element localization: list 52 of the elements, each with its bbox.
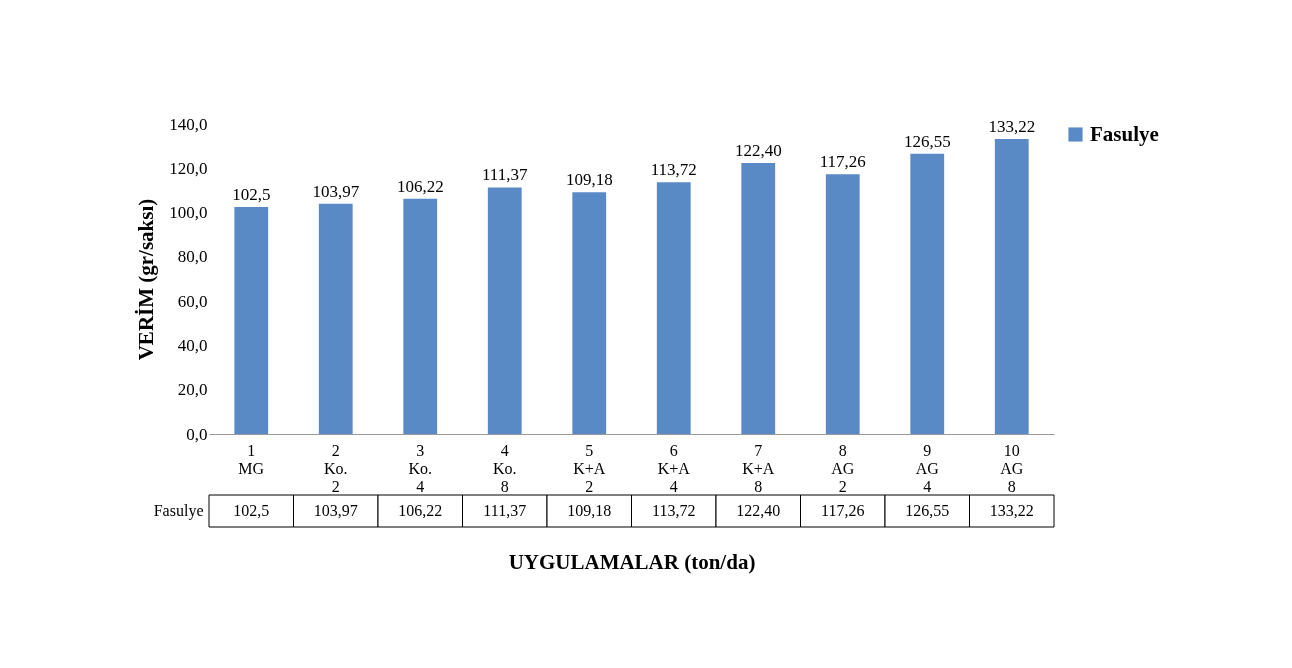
y-tick-label: 60,0 [177,291,208,311]
y-tick-label: 80,0 [177,247,208,267]
data-label: 133,22 [989,502,1034,519]
x-tick-label: 6 K+A 4 [657,441,691,495]
x-tick-label: 9 AG 4 [915,441,940,495]
y-tick-label: 140,0 [169,114,208,134]
data-label: 113,72 [652,502,696,519]
data-label: 103,97 [313,502,358,519]
y-tick-label: 120,0 [169,158,208,178]
bar [994,139,1029,434]
text: 113,72 [650,160,697,180]
x-tick-label: 7 K+A 8 [742,441,775,495]
x-tick-label: 5 K+A 2 [573,441,606,495]
bar [403,198,438,434]
bar [910,153,945,434]
text: 117,26 [819,152,866,172]
text: 111,37 [482,165,528,185]
x-tick-label: 10 AG 8 [1000,441,1024,495]
data-label: 102,5 [233,502,270,519]
legend-label: Fasulye [1090,121,1159,146]
data-label: 106,22 [398,502,443,519]
y-axis-title: VERİM (gr/saksı) [134,198,159,361]
bar [318,203,353,434]
bar [825,174,860,434]
x-tick-label: 4 Ko. 8 [492,441,517,495]
x-tick-label: 8 AG 2 [831,441,855,495]
data-label: 111,37 [483,502,527,519]
y-tick-label: 0,0 [186,424,208,444]
bar [572,192,607,434]
text: 122,40 [734,140,782,160]
x-axis-title: UYGULAMALAR (ton/da) [508,549,756,574]
y-tick-label: 40,0 [177,335,208,355]
bar [234,207,269,434]
text: Fasulye [153,502,204,519]
y-tick-label: 20,0 [177,380,208,400]
x-tick-label: 3 Ko. 4 [408,441,433,495]
text: 102,5 [232,185,271,205]
data-label: 109,18 [567,502,612,519]
data-label: 122,40 [736,502,781,519]
x-tick-label: 2 Ko. 2 [323,441,348,495]
bar [741,162,776,434]
text: 126,55 [903,131,951,151]
text: 109,18 [565,170,613,190]
data-label: 126,55 [905,502,950,519]
y-tick-label: 100,0 [169,203,208,223]
text: 106,22 [396,176,444,196]
bar [656,182,691,434]
text: 133,22 [988,117,1036,137]
x-tick-label: 1 MG [238,441,265,477]
bar [487,187,522,434]
text: 103,97 [312,181,360,201]
data-label: 117,26 [821,502,865,519]
